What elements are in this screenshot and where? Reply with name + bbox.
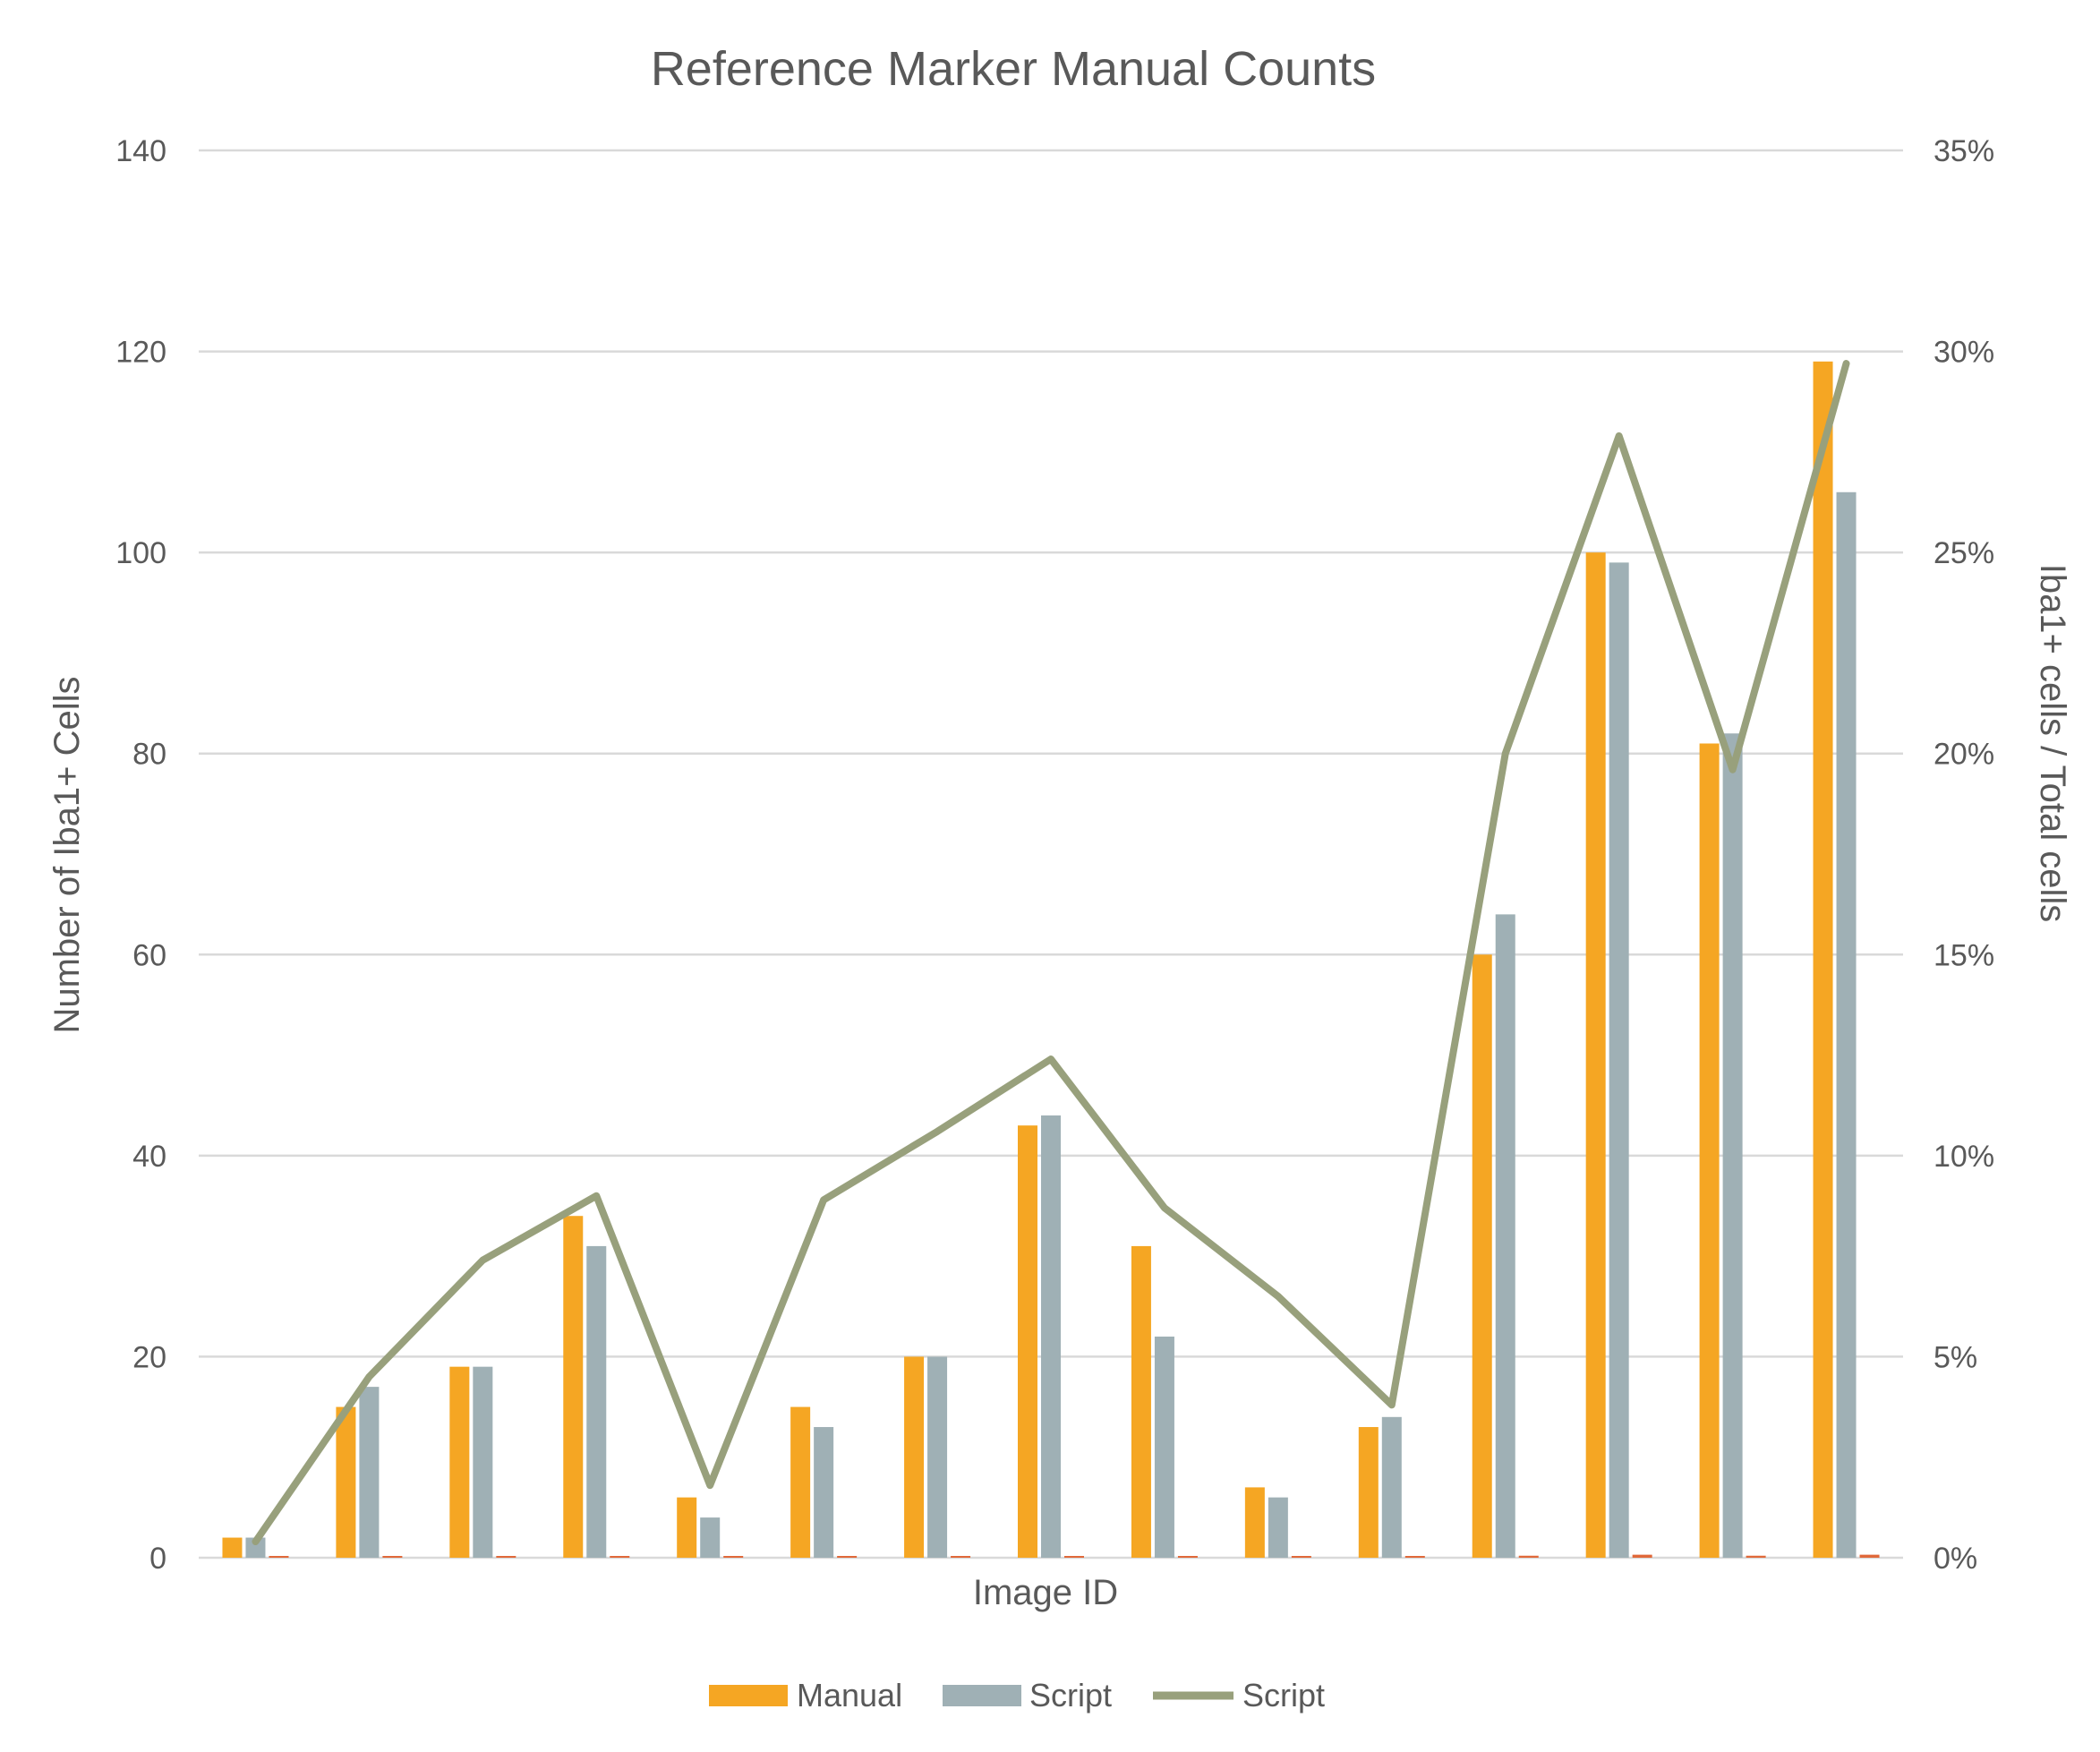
bar-script bbox=[1381, 1416, 1402, 1558]
bar-ratio bbox=[1291, 1556, 1311, 1558]
y-tick-label: 80 bbox=[132, 738, 166, 772]
y2-tick-label: 30% bbox=[1934, 336, 1994, 370]
y-tick-label: 100 bbox=[115, 536, 166, 570]
y2-tick-label: 35% bbox=[1934, 134, 1994, 168]
bar-manual bbox=[1813, 361, 1833, 1558]
bar-ratio bbox=[269, 1556, 289, 1558]
y-tick-label: 120 bbox=[115, 336, 166, 370]
y-tick-label: 40 bbox=[132, 1140, 166, 1174]
bar-manual bbox=[563, 1216, 584, 1558]
bar-manual bbox=[1131, 1245, 1151, 1558]
bar-manual bbox=[1699, 743, 1720, 1558]
bar-script bbox=[359, 1387, 380, 1558]
legend: Manual Script Script bbox=[709, 1677, 1325, 1714]
bar-ratio bbox=[610, 1556, 630, 1558]
bar-ratio bbox=[1404, 1556, 1425, 1558]
bar-ratio bbox=[723, 1556, 744, 1558]
bar-script bbox=[1836, 491, 1857, 1558]
bar-script bbox=[927, 1356, 948, 1558]
bar-manual bbox=[1244, 1487, 1265, 1558]
y-tick-label: 60 bbox=[132, 938, 166, 972]
legend-label-manual: Manual bbox=[797, 1677, 902, 1714]
bar-manual bbox=[1018, 1125, 1037, 1558]
series-line-script bbox=[252, 360, 1850, 1546]
bar-manual bbox=[449, 1366, 470, 1558]
y2-tick-label: 20% bbox=[1934, 738, 1994, 772]
bar-script bbox=[1154, 1336, 1174, 1558]
chart-title: Reference Marker Manual Counts bbox=[651, 42, 1376, 96]
bar-script bbox=[1041, 1115, 1061, 1558]
bar-ratio bbox=[1064, 1556, 1084, 1558]
bar-ratio bbox=[1518, 1555, 1539, 1558]
bar-ratio bbox=[1746, 1555, 1766, 1558]
bar-manual bbox=[1472, 954, 1492, 1558]
y-axis-title: Number of Iba1+ Cells bbox=[47, 676, 87, 1033]
legend-swatch-script-bar bbox=[943, 1685, 1021, 1706]
bar-ratio bbox=[496, 1556, 516, 1558]
bar-script bbox=[814, 1427, 834, 1558]
y2-tick-label: 10% bbox=[1934, 1140, 1994, 1174]
legend-label-script-bar: Script bbox=[1029, 1677, 1112, 1714]
bar-ratio bbox=[837, 1556, 858, 1558]
bar-ratio bbox=[1632, 1554, 1652, 1558]
bar-ratio bbox=[1859, 1554, 1880, 1558]
bar-script bbox=[1495, 914, 1515, 1558]
x-axis-title: Image ID bbox=[973, 1573, 1118, 1612]
bar-ratio bbox=[1177, 1556, 1198, 1558]
bar-manual bbox=[336, 1406, 356, 1558]
bar-script bbox=[700, 1517, 721, 1558]
bar-manual bbox=[677, 1497, 697, 1558]
y-axis-ticks: 0 20 40 60 80 100 120 140 bbox=[115, 134, 166, 1576]
y-tick-label: 0 bbox=[149, 1542, 166, 1576]
bar-ratio bbox=[951, 1556, 971, 1558]
y2-axis-ticks: 0% 5% 10% 15% 20% 25% 30% 35% bbox=[1934, 134, 1994, 1576]
bar-script bbox=[473, 1366, 493, 1558]
bar-script bbox=[586, 1245, 607, 1558]
bars bbox=[222, 361, 1880, 1559]
y2-tick-label: 25% bbox=[1934, 536, 1994, 570]
y2-tick-label: 0% bbox=[1934, 1542, 1977, 1576]
y2-axis-title: Iba1+ cells / Total cells bbox=[2033, 564, 2072, 923]
ratio-line bbox=[252, 360, 1850, 1546]
bar-script bbox=[1268, 1497, 1288, 1558]
bar-manual bbox=[790, 1406, 811, 1558]
y2-tick-label: 15% bbox=[1934, 938, 1994, 972]
bar-manual bbox=[222, 1537, 243, 1558]
bar-script bbox=[245, 1537, 266, 1558]
y-tick-label: 20 bbox=[132, 1340, 166, 1374]
bar-manual bbox=[1585, 552, 1606, 1559]
y-tick-label: 140 bbox=[115, 134, 166, 168]
bar-manual bbox=[1358, 1427, 1379, 1558]
y2-tick-label: 5% bbox=[1934, 1340, 1977, 1374]
bar-script bbox=[1722, 733, 1743, 1558]
legend-swatch-manual bbox=[709, 1685, 788, 1706]
bar-manual bbox=[904, 1356, 925, 1558]
bar-ratio bbox=[382, 1556, 403, 1558]
legend-label-script-line: Script bbox=[1242, 1677, 1325, 1714]
bar-script bbox=[1609, 562, 1629, 1559]
